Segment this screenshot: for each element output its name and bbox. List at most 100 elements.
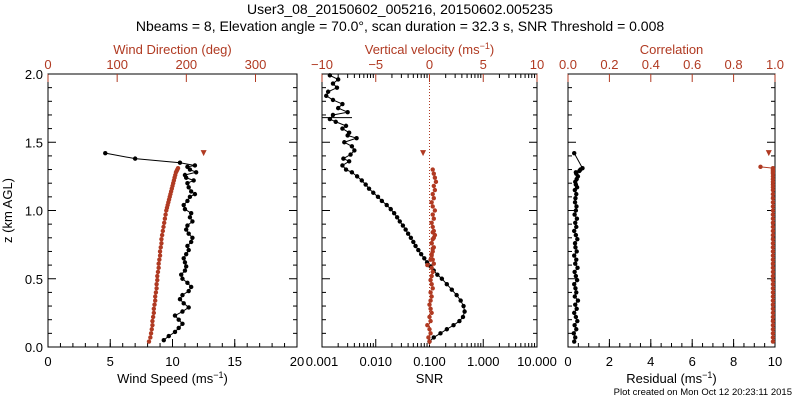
- top-tick-label: 0: [426, 57, 433, 72]
- series-wind-speed: [103, 150, 199, 343]
- bottom-tick-label: 1.000: [467, 354, 500, 369]
- data-point: [188, 239, 194, 245]
- bottom-tick-label: 4: [647, 354, 654, 369]
- data-point: [181, 256, 186, 261]
- data-point: [330, 97, 336, 103]
- data-point: [176, 325, 181, 331]
- data-point: [573, 261, 578, 266]
- data-point: [770, 241, 776, 246]
- data-point: [180, 292, 185, 298]
- data-point: [155, 277, 160, 283]
- data-point: [160, 228, 166, 234]
- bottom-tick-label: 0: [44, 354, 51, 369]
- data-point: [363, 182, 368, 187]
- data-point: [366, 186, 372, 191]
- data-point: [430, 286, 435, 291]
- bottom-tick-label: 10.000: [517, 354, 557, 369]
- data-point: [430, 191, 435, 197]
- data-point: [770, 191, 776, 197]
- data-point: [573, 245, 578, 250]
- data-point: [573, 220, 578, 225]
- data-point: [182, 260, 188, 265]
- data-point: [425, 262, 430, 268]
- data-point: [574, 224, 579, 230]
- data-point: [346, 130, 352, 135]
- bottom-tick-label: 0.010: [359, 354, 392, 369]
- data-point: [572, 241, 578, 246]
- top-tick-label: 0: [44, 57, 51, 72]
- data-point: [572, 339, 577, 344]
- data-point: [151, 310, 157, 316]
- data-point: [574, 306, 579, 311]
- data-point: [572, 322, 577, 328]
- data-point: [574, 191, 579, 197]
- data-point: [458, 298, 463, 303]
- data-point: [161, 224, 166, 230]
- bottom-tick-label: 0.001: [306, 354, 339, 369]
- series-vertical-velocity: [420, 150, 439, 344]
- data-point: [349, 170, 355, 175]
- data-point: [574, 290, 579, 295]
- bottom-tick-label: 2: [606, 354, 613, 369]
- data-point: [572, 228, 577, 234]
- data-point: [461, 303, 466, 309]
- data-point: [575, 265, 580, 271]
- data-point: [183, 227, 189, 232]
- data-point: [341, 156, 346, 161]
- data-point: [770, 339, 776, 344]
- data-point: [352, 148, 357, 153]
- data-point: [573, 273, 579, 279]
- top-tick-label: 0.2: [600, 57, 618, 72]
- data-point: [182, 172, 188, 178]
- data-point: [179, 272, 184, 277]
- data-point: [388, 206, 393, 212]
- data-point: [340, 163, 345, 168]
- data-point: [185, 181, 190, 186]
- data-point: [428, 277, 433, 283]
- series-correlation-top: [765, 150, 772, 157]
- data-point: [192, 191, 198, 197]
- data-point: [159, 236, 164, 242]
- data-point: [340, 101, 345, 107]
- figure-title-line2: Nbeams = 8, Elevation angle = 70.0°, sca…: [135, 18, 665, 34]
- snr-panel: 0.001 0.010 0.100 1.000 10.000 SNR −10 −5 0 5 10 Ve…: [306, 41, 557, 386]
- data-point: [155, 273, 160, 279]
- data-point: [572, 253, 577, 258]
- data-point: [324, 93, 329, 99]
- data-point: [403, 227, 408, 232]
- top-tick-label: 300: [245, 57, 267, 72]
- data-point: [770, 253, 776, 258]
- data-point: [770, 232, 776, 238]
- data-point: [422, 256, 427, 261]
- data-point: [132, 156, 138, 161]
- residual-panel: 0 2 4 6 8 10 Residual (ms−1) 0.0 0.2 0.4 0.6 0.8 1.0…: [559, 42, 784, 386]
- top-axis-label: Correlation: [640, 42, 704, 57]
- data-point: [416, 247, 421, 253]
- data-point: [150, 322, 155, 328]
- data-point: [343, 123, 349, 129]
- data-point: [432, 187, 438, 193]
- data-point: [188, 189, 194, 194]
- data-point: [770, 306, 776, 311]
- data-point: [770, 322, 776, 328]
- data-point: [159, 241, 164, 246]
- data-point: [571, 331, 576, 336]
- data-point: [157, 253, 163, 258]
- data-point: [770, 236, 776, 242]
- data-point: [573, 232, 579, 238]
- data-point: [462, 309, 467, 314]
- data-point: [444, 282, 450, 287]
- data-point-triangle: [200, 150, 207, 157]
- data-point: [430, 246, 435, 251]
- data-point: [572, 294, 578, 299]
- data-point: [427, 327, 432, 332]
- bottom-tick-label: 6: [689, 354, 696, 369]
- bottom-tick-label: 0: [564, 354, 571, 369]
- data-point: [770, 314, 776, 320]
- data-point: [430, 224, 435, 230]
- data-point: [431, 335, 436, 340]
- top-tick-label: −5: [368, 57, 383, 72]
- data-point: [428, 331, 433, 336]
- data-point: [411, 239, 416, 245]
